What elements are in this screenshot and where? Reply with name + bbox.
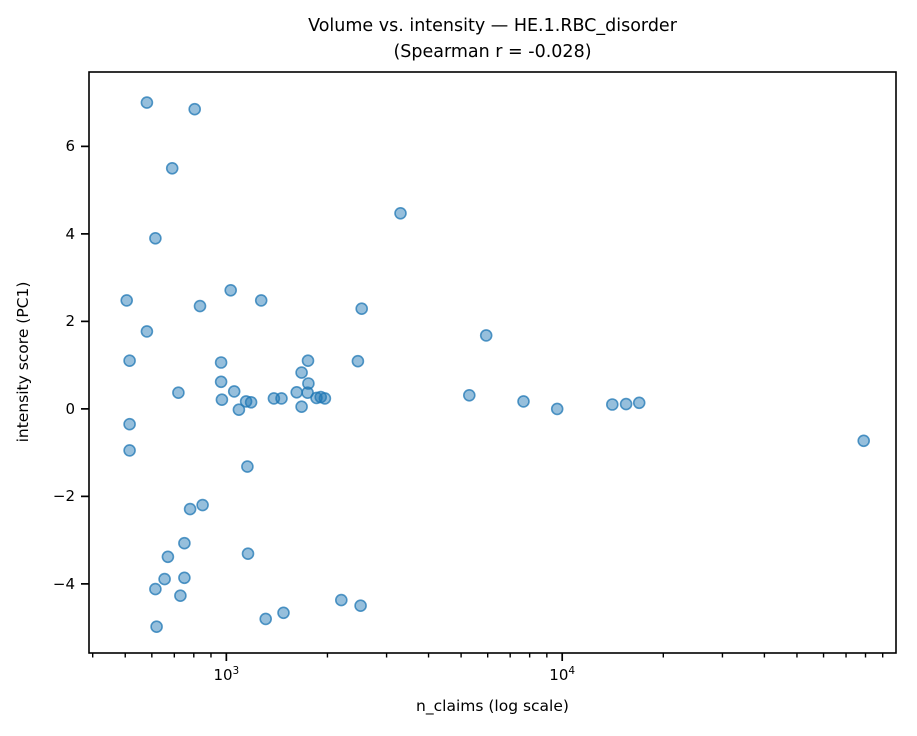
- chart-title-block: Volume vs. intensity — HE.1.RBC_disorder…: [89, 13, 896, 65]
- data-point: [295, 366, 308, 379]
- data-point: [214, 375, 228, 389]
- x-axis-label: n_claims (log scale): [416, 697, 569, 715]
- data-point: [277, 606, 290, 620]
- y-tick-label: 0: [65, 399, 75, 418]
- data-point: [224, 283, 237, 297]
- data-point: [215, 393, 229, 407]
- data-point: [150, 620, 163, 634]
- data-point: [275, 392, 288, 405]
- chart-subtitle: (Spearman r = -0.028): [393, 42, 592, 62]
- data-point: [196, 498, 209, 512]
- data-point: [355, 302, 369, 316]
- data-point: [605, 398, 619, 411]
- y-tick-label: 4: [65, 224, 75, 243]
- data-point: [165, 162, 179, 175]
- data-point: [193, 299, 207, 313]
- data-point: [178, 571, 191, 585]
- data-point: [149, 232, 162, 245]
- data-point: [172, 386, 185, 400]
- data-point: [158, 572, 171, 586]
- data-point: [302, 377, 315, 390]
- data-points: [120, 96, 871, 634]
- data-point: [123, 444, 136, 457]
- data-point: [120, 294, 133, 307]
- data-point: [140, 325, 154, 338]
- y-axis-label: intensity score (PC1): [14, 281, 32, 443]
- y-tick-label: 2: [65, 312, 75, 331]
- axis-ticks: [81, 145, 884, 661]
- x-tick-label: 104: [549, 665, 576, 684]
- data-point: [301, 354, 315, 368]
- data-point: [161, 550, 175, 564]
- data-point: [295, 400, 308, 414]
- data-point: [214, 356, 228, 369]
- data-point: [241, 460, 254, 473]
- data-point: [318, 392, 332, 405]
- data-point: [140, 96, 154, 109]
- data-point: [351, 354, 365, 368]
- data-point: [259, 612, 273, 626]
- y-tick-label: 6: [65, 137, 75, 156]
- data-point: [188, 102, 201, 116]
- x-tick-label: 103: [213, 665, 240, 684]
- data-point: [517, 395, 530, 408]
- data-point: [241, 547, 255, 561]
- y-tick-label: −2: [52, 487, 75, 506]
- data-point: [334, 593, 348, 607]
- data-point: [123, 354, 136, 368]
- chart-title: Volume vs. intensity — HE.1.RBC_disorder: [308, 16, 677, 36]
- data-point: [550, 402, 564, 416]
- data-point: [632, 396, 646, 410]
- data-point: [244, 395, 258, 409]
- data-point: [123, 417, 136, 431]
- data-point: [232, 403, 246, 417]
- data-point: [479, 329, 493, 342]
- data-point: [174, 589, 187, 603]
- data-point: [183, 502, 197, 516]
- data-point: [394, 207, 407, 220]
- data-point: [178, 536, 191, 550]
- data-point: [354, 599, 367, 613]
- data-point: [290, 385, 304, 399]
- data-point: [254, 294, 268, 307]
- plot-box: [88, 71, 897, 654]
- data-point: [149, 582, 162, 596]
- data-point: [462, 388, 476, 402]
- y-tick-label: −4: [52, 574, 75, 593]
- data-point: [857, 434, 871, 448]
- data-point: [227, 385, 241, 398]
- data-point: [619, 397, 633, 411]
